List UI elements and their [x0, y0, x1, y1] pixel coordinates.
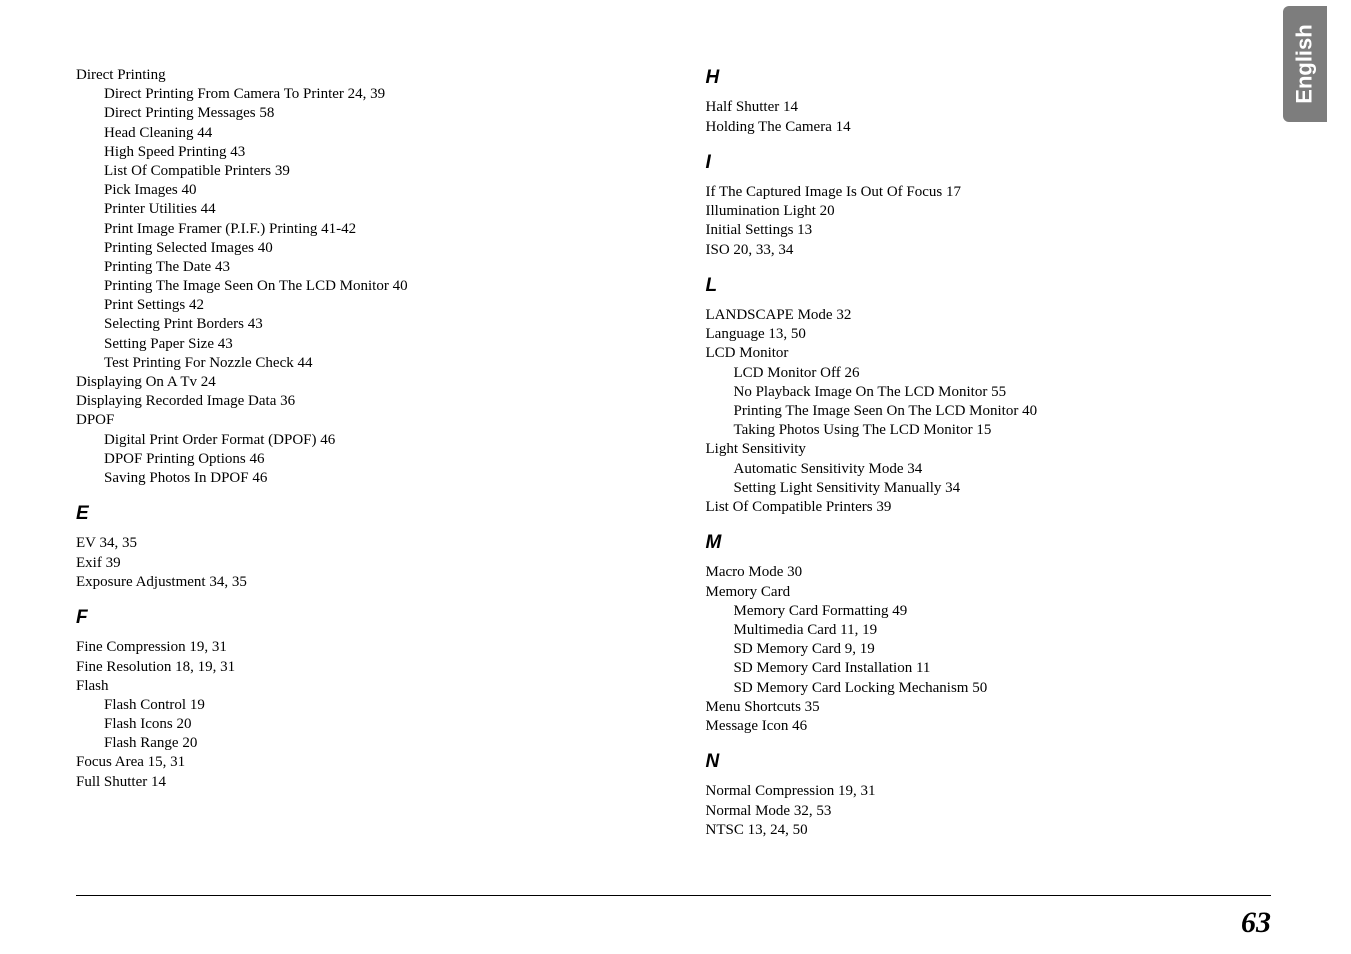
index-entry: Printing Selected Images 40 [76, 239, 642, 258]
index-block-h: Half Shutter 14Holding The Camera 14 [706, 98, 1272, 136]
section-head-e: E [76, 502, 642, 526]
index-entry: Memory Card [706, 583, 1272, 602]
index-block-e: EV 34, 35Exif 39Exposure Adjustment 34, … [76, 534, 642, 592]
index-entry: Fine Resolution 18, 19, 31 [76, 658, 642, 677]
index-entry: Taking Photos Using The LCD Monitor 15 [706, 421, 1272, 440]
index-entry: LANDSCAPE Mode 32 [706, 306, 1272, 325]
index-entry: Direct Printing From Camera To Printer 2… [76, 85, 642, 104]
index-entry: Exposure Adjustment 34, 35 [76, 573, 642, 592]
index-entry: If The Captured Image Is Out Of Focus 17 [706, 183, 1272, 202]
section-head-l: L [706, 274, 1272, 298]
index-entry: List Of Compatible Printers 39 [706, 498, 1272, 517]
index-entry: No Playback Image On The LCD Monitor 55 [706, 383, 1272, 402]
index-entry: Displaying Recorded Image Data 36 [76, 392, 642, 411]
index-entry: Multimedia Card 11, 19 [706, 621, 1272, 640]
section-head-i: I [706, 151, 1272, 175]
index-entry: Printing The Image Seen On The LCD Monit… [76, 277, 642, 296]
index-entry: Selecting Print Borders 43 [76, 315, 642, 334]
index-entry: List Of Compatible Printers 39 [76, 162, 642, 181]
page-number: 63 [1241, 906, 1271, 940]
index-entry: DPOF Printing Options 46 [76, 450, 642, 469]
index-entry: Menu Shortcuts 35 [706, 698, 1272, 717]
index-entry: Print Image Framer (P.I.F.) Printing 41-… [76, 220, 642, 239]
index-entry: Automatic Sensitivity Mode 34 [706, 460, 1272, 479]
section-head-h: H [706, 66, 1272, 90]
index-entry: Memory Card Formatting 49 [706, 602, 1272, 621]
section-head-n: N [706, 750, 1272, 774]
index-entry: Saving Photos In DPOF 46 [76, 469, 642, 488]
index-entry: SD Memory Card Installation 11 [706, 659, 1272, 678]
index-entry: Printing The Image Seen On The LCD Monit… [706, 402, 1272, 421]
index-entry: Flash Icons 20 [76, 715, 642, 734]
index-entry: Light Sensitivity [706, 440, 1272, 459]
index-entry: Flash Range 20 [76, 734, 642, 753]
index-entry: Message Icon 46 [706, 717, 1272, 736]
index-block-i: If The Captured Image Is Out Of Focus 17… [706, 183, 1272, 260]
index-entry: LCD Monitor Off 26 [706, 364, 1272, 383]
index-block-n: Normal Compression 19, 31Normal Mode 32,… [706, 782, 1272, 840]
index-block-d: Direct PrintingDirect Printing From Came… [76, 66, 642, 488]
index-entry: Full Shutter 14 [76, 773, 642, 792]
index-entry: Flash [76, 677, 642, 696]
index-block-f: Fine Compression 19, 31Fine Resolution 1… [76, 638, 642, 792]
index-entry: NTSC 13, 24, 50 [706, 821, 1272, 840]
index-entry: Half Shutter 14 [706, 98, 1272, 117]
section-head-m: M [706, 531, 1272, 555]
index-entry: Illumination Light 20 [706, 202, 1272, 221]
left-column: Direct PrintingDirect Printing From Came… [76, 66, 642, 934]
index-block-m: Macro Mode 30Memory CardMemory Card Form… [706, 563, 1272, 736]
index-entry: Fine Compression 19, 31 [76, 638, 642, 657]
index-entry: Digital Print Order Format (DPOF) 46 [76, 431, 642, 450]
index-block-l: LANDSCAPE Mode 32Language 13, 50LCD Moni… [706, 306, 1272, 517]
index-entry: Setting Paper Size 43 [76, 335, 642, 354]
page-columns: Direct PrintingDirect Printing From Came… [76, 66, 1271, 934]
index-entry: Displaying On A Tv 24 [76, 373, 642, 392]
index-entry: Printing The Date 43 [76, 258, 642, 277]
index-entry: Direct Printing [76, 66, 642, 85]
index-entry: Print Settings 42 [76, 296, 642, 315]
index-entry: Language 13, 50 [706, 325, 1272, 344]
index-entry: Test Printing For Nozzle Check 44 [76, 354, 642, 373]
language-tab: English [1283, 6, 1327, 122]
index-entry: LCD Monitor [706, 344, 1272, 363]
index-entry: DPOF [76, 411, 642, 430]
index-entry: Head Cleaning 44 [76, 124, 642, 143]
index-entry: Pick Images 40 [76, 181, 642, 200]
section-head-f: F [76, 606, 642, 630]
index-entry: Focus Area 15, 31 [76, 753, 642, 772]
index-entry: Normal Mode 32, 53 [706, 802, 1272, 821]
index-entry: EV 34, 35 [76, 534, 642, 553]
index-entry: Normal Compression 19, 31 [706, 782, 1272, 801]
index-entry: High Speed Printing 43 [76, 143, 642, 162]
index-entry: Holding The Camera 14 [706, 118, 1272, 137]
index-entry: Initial Settings 13 [706, 221, 1272, 240]
language-tab-text: English [1292, 24, 1318, 103]
index-entry: SD Memory Card 9, 19 [706, 640, 1272, 659]
index-entry: SD Memory Card Locking Mechanism 50 [706, 679, 1272, 698]
index-entry: Direct Printing Messages 58 [76, 104, 642, 123]
index-entry: ISO 20, 33, 34 [706, 241, 1272, 260]
index-entry: Setting Light Sensitivity Manually 34 [706, 479, 1272, 498]
footer-rule [76, 895, 1271, 896]
right-column: H Half Shutter 14Holding The Camera 14 I… [706, 66, 1272, 934]
index-entry: Flash Control 19 [76, 696, 642, 715]
index-entry: Macro Mode 30 [706, 563, 1272, 582]
index-entry: Printer Utilities 44 [76, 200, 642, 219]
index-entry: Exif 39 [76, 554, 642, 573]
